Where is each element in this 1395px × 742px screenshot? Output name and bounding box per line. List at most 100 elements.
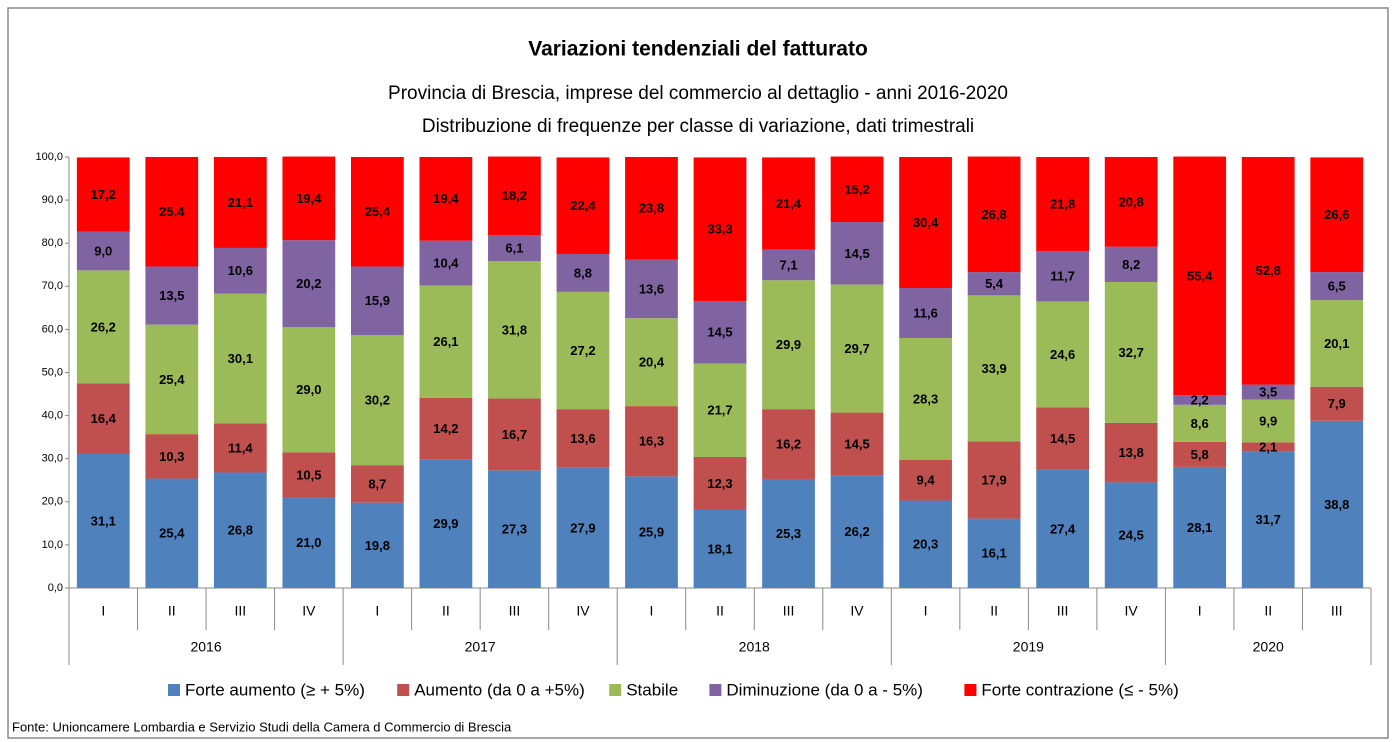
y-tick-label: 20,0 [42,496,63,508]
group-label: 2020 [1253,639,1284,655]
bar-segment [625,476,678,588]
data-label: 31,8 [502,322,527,337]
data-label: 16,2 [776,436,801,451]
data-label: 7,9 [1328,396,1346,411]
x-tick-label: III [234,603,246,619]
bar-segment [419,240,473,286]
bar-segment [1036,157,1090,251]
bar-segment [350,266,404,336]
data-label: 2,2 [1191,393,1209,408]
legend-swatch [964,684,977,696]
bar-segment [899,338,952,460]
y-tick-label: 30,0 [42,453,63,465]
bar-segment [419,157,473,241]
data-label: 21,1 [228,195,253,210]
data-label: 10,5 [296,467,321,482]
bar-segment [419,459,473,588]
y-tick-label: 60,0 [42,323,63,335]
data-label: 10,4 [433,255,459,270]
x-tick-label: III [509,603,521,619]
x-tick-label: II [168,603,176,619]
bar-segment [213,247,267,294]
data-label: 20,1 [1324,336,1349,351]
bar-segment [1104,422,1158,483]
bar-segment [899,157,952,289]
data-label: 8,8 [574,265,592,280]
data-label: 20,3 [913,537,938,552]
data-label: 52,8 [1256,263,1281,278]
x-tick-label: IV [576,603,590,619]
y-tick-label: 90,0 [42,194,63,206]
legend-swatch [609,684,622,696]
data-label: 26,6 [1324,207,1349,222]
data-label: 8,2 [1122,257,1140,272]
data-label: 26,2 [844,524,869,539]
data-label: 21,8 [1050,196,1075,211]
bar-segment [1104,281,1158,423]
x-tick-label: III [783,603,795,619]
bar-segment [762,280,815,410]
data-label: 32,7 [1119,345,1144,360]
data-label: 15,2 [844,182,869,197]
legend-swatch [168,684,180,696]
data-label: 38,8 [1324,497,1349,512]
bar-segment [76,270,130,384]
data-label: 30,1 [228,351,253,366]
bar-segment [625,406,678,477]
data-label: 21,4 [776,196,802,211]
data-label: 7,1 [779,257,797,272]
bar-segment [1173,395,1227,405]
chart-title: Variazioni tendenziali del fatturato [528,38,868,61]
source-note: Fonte: Unioncamere Lombardia e Servizio … [12,719,512,734]
bar-segment [556,467,610,588]
bar-segment [350,465,404,503]
data-label: 6,1 [505,241,523,256]
legend-swatch [397,684,410,696]
data-label: 26,8 [981,207,1006,222]
x-tick-label: IV [1125,603,1139,619]
data-label: 14,5 [1050,431,1075,446]
data-label: 27,9 [570,520,595,535]
y-tick-label: 0,0 [48,582,63,594]
bar-segment [1036,407,1090,470]
data-label: 8,6 [1191,416,1209,431]
data-label: 13,8 [1119,445,1144,460]
data-label: 11,6 [913,305,938,320]
bar-segment [282,156,336,241]
data-label: 16,4 [91,411,117,426]
bar-segment [762,249,815,281]
data-label: 14,5 [707,325,732,340]
x-tick-label: IV [850,603,864,619]
bar-segment [967,156,1021,273]
data-label: 20,4 [639,355,665,370]
data-label: 10,3 [159,449,184,464]
data-label: 14,5 [844,246,869,261]
bar-segment [967,518,1021,588]
bar-segment [967,295,1021,442]
bar-segment [1310,157,1364,273]
data-label: 3,5 [1259,385,1277,400]
bar-segment [282,497,336,588]
data-label: 25,4 [365,204,391,219]
x-tick-label: I [650,603,654,619]
bar-segment [693,157,747,301]
bar-segment [282,240,336,328]
bar-segment [1104,157,1158,247]
x-tick-label: IV [302,603,316,619]
y-tick-label: 80,0 [42,237,63,249]
data-label: 17,9 [981,472,1006,487]
x-tick-label: III [1331,603,1343,619]
bar-segment [145,434,199,479]
bar-segment [693,363,747,457]
data-label: 30,2 [365,393,390,408]
data-label: 21,0 [296,535,321,550]
data-label: 11,7 [1050,269,1075,284]
data-label: 26,1 [433,334,458,349]
bar-segment [1241,399,1295,443]
bar-segment [830,222,884,285]
data-label: 12,3 [707,476,732,491]
data-label: 9,4 [917,473,936,488]
bar-segment [213,157,267,248]
data-label: 16,3 [639,434,664,449]
bar-segment [282,327,336,453]
